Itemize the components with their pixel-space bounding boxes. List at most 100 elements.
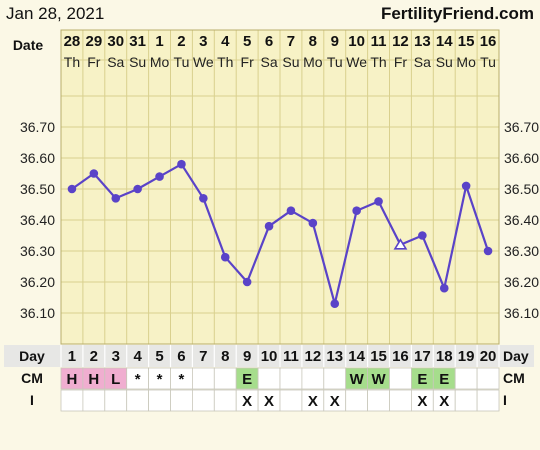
intercourse-cell — [60, 389, 84, 412]
y-tick-label-left: 36.60 — [20, 150, 55, 166]
cm-row-label: CM — [21, 370, 43, 386]
weekday-label: Sa — [107, 54, 124, 70]
intercourse-cell — [345, 389, 369, 412]
day-number: 20 — [480, 348, 497, 365]
i-row-label-right: I — [503, 392, 507, 408]
temperature-point — [67, 184, 77, 194]
day-number: 2 — [90, 348, 98, 365]
cm-value: W — [350, 371, 365, 388]
temperature-point — [89, 169, 99, 178]
day-number: 14 — [348, 348, 365, 365]
open-temperature-point — [393, 238, 408, 250]
date-label: 6 — [265, 33, 273, 50]
intercourse-cell — [191, 389, 215, 412]
y-tick-label-right: 36.70 — [504, 119, 539, 135]
weekday-label: Sa — [414, 54, 431, 70]
date-label: 8 — [309, 33, 317, 50]
intercourse-mark: X — [264, 393, 274, 410]
y-tick-label-left: 36.40 — [20, 212, 55, 228]
y-tick-label-right: 36.40 — [504, 212, 539, 228]
cm-value: E — [417, 371, 427, 388]
date-label: 2 — [177, 33, 185, 50]
cm-value: * — [157, 371, 163, 388]
day-row-label: Day — [19, 348, 45, 364]
cm-cell — [476, 367, 500, 390]
intercourse-cell — [279, 389, 303, 412]
intercourse-cell — [367, 389, 390, 412]
day-number: 18 — [436, 348, 453, 365]
intercourse-mark: X — [417, 393, 427, 410]
day-number: 17 — [414, 348, 431, 365]
y-tick-label-right: 36.30 — [504, 243, 539, 259]
day-number: 15 — [370, 348, 387, 365]
y-tick-label-right: 36.20 — [504, 274, 539, 290]
intercourse-cell — [476, 389, 500, 412]
y-tick-label-left: 36.70 — [20, 119, 55, 135]
day-row-label-right: Day — [503, 348, 529, 364]
cm-value: H — [67, 371, 78, 388]
day-number: 6 — [177, 348, 185, 365]
intercourse-cell — [104, 389, 128, 412]
day-number: 4 — [133, 348, 142, 365]
date-label: 1 — [155, 33, 163, 50]
day-number: 12 — [305, 348, 322, 365]
day-number: 19 — [458, 348, 475, 365]
cm-value: E — [439, 371, 449, 388]
date-label: 3 — [199, 33, 207, 50]
weekday-label: Mo — [303, 54, 323, 70]
cm-value: * — [135, 371, 141, 388]
weekday-label: We — [346, 54, 367, 70]
temperature-point — [111, 194, 121, 203]
temperature-point — [308, 218, 318, 228]
cm-value: H — [88, 371, 99, 388]
weekday-label: Su — [282, 54, 299, 70]
temperature-point — [461, 181, 471, 191]
date-label: 29 — [86, 33, 103, 50]
date-label: 9 — [331, 33, 339, 50]
day-number: 5 — [155, 348, 163, 365]
cm-value: * — [179, 371, 185, 388]
y-tick-label-left: 36.10 — [20, 305, 55, 321]
weekday-label: Mo — [150, 54, 170, 70]
cm-cell — [213, 367, 237, 390]
date-label: 7 — [287, 33, 295, 50]
cm-cell — [454, 367, 478, 390]
weekday-label: Fr — [241, 54, 255, 70]
date-label: 4 — [221, 33, 230, 50]
weekday-label: We — [193, 54, 214, 70]
day-number: 8 — [221, 348, 229, 365]
day-number: 7 — [199, 348, 207, 365]
day-number: 3 — [112, 348, 120, 365]
intercourse-mark: X — [308, 393, 318, 410]
plot-border — [60, 29, 500, 345]
chart-date: Jan 28, 2021 — [6, 4, 105, 23]
intercourse-cell — [213, 389, 237, 412]
intercourse-cell — [148, 389, 171, 412]
date-label: 12 — [392, 33, 409, 50]
weekday-label: Th — [64, 54, 80, 70]
temperature-point — [199, 194, 208, 203]
y-tick-label-right: 36.50 — [504, 181, 539, 197]
intercourse-cell — [82, 389, 106, 412]
date-label: 28 — [64, 33, 81, 50]
y-tick-label-right: 36.60 — [504, 150, 539, 166]
weekday-label: Sa — [260, 54, 277, 70]
intercourse-mark: X — [330, 393, 340, 410]
site-name[interactable]: FertilityFriend.com — [380, 4, 534, 23]
date-label: 5 — [243, 33, 251, 50]
cm-cell — [257, 367, 281, 390]
temperature-point — [177, 159, 186, 169]
temperature-point — [155, 172, 164, 181]
day-number: 1 — [68, 348, 76, 365]
cm-row-label-right: CM — [503, 370, 525, 386]
y-tick-label-left: 36.20 — [20, 274, 55, 290]
i-row-label: I — [30, 392, 34, 408]
cm-cell — [301, 367, 325, 390]
weekday-label: Fr — [87, 54, 101, 70]
cm-value: E — [242, 371, 252, 388]
date-label: 13 — [414, 33, 431, 50]
y-tick-label-right: 36.10 — [504, 305, 539, 321]
weekday-label: Tu — [480, 54, 496, 70]
temperature-point — [220, 252, 230, 262]
temperature-point — [352, 206, 361, 215]
